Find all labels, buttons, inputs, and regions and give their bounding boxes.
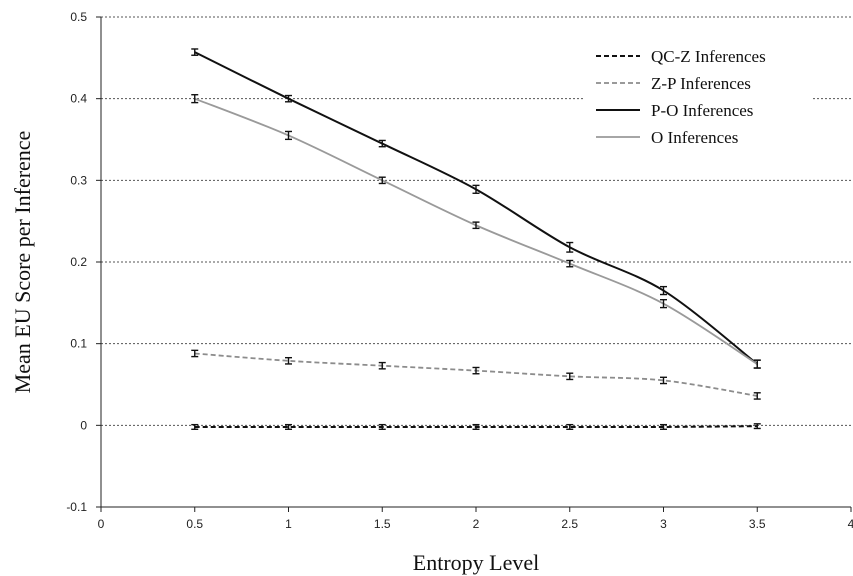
y-axis-title: Mean EU Score per Inference — [10, 131, 35, 394]
x-tick-label: 3 — [660, 517, 667, 531]
x-tick-label: 2 — [473, 517, 480, 531]
legend-label: P-O Inferences — [651, 101, 753, 120]
legend-item-p-o: P-O Inferences — [596, 101, 753, 120]
y-tick-labels: -0.1 0 0.1 0.2 0.3 0.4 0.5 — [66, 10, 87, 514]
legend-item-z-p: Z-P Inferences — [596, 74, 751, 93]
x-tick-label: 4 — [848, 517, 853, 531]
y-tick-label: 0 — [80, 418, 87, 432]
series-line-z-p — [194, 352, 758, 397]
x-axis-title: Entropy Level — [413, 550, 539, 575]
x-tick-label: 1.5 — [374, 517, 391, 531]
legend-item-o: O Inferences — [596, 128, 738, 147]
legend: QC-Z Inferences Z-P Inferences P-O Infer… — [585, 34, 811, 158]
x-tick-label: 2.5 — [561, 517, 578, 531]
legend-item-qc-z: QC-Z Inferences — [596, 47, 766, 66]
legend-label: O Inferences — [651, 128, 738, 147]
y-tick-label: -0.1 — [66, 500, 87, 514]
y-tick-label: 0.1 — [70, 337, 87, 351]
x-tick-label: 1 — [285, 517, 292, 531]
legend-label: Z-P Inferences — [651, 74, 751, 93]
legend-label: QC-Z Inferences — [651, 47, 766, 66]
axes — [96, 16, 852, 512]
y-tick-label: 0.5 — [70, 10, 87, 24]
x-tick-label: 0.5 — [186, 517, 203, 531]
y-tick-label: 0.2 — [70, 255, 87, 269]
error-bars — [191, 48, 761, 430]
x-tick-label: 0 — [98, 517, 105, 531]
y-tick-label: 0.3 — [70, 173, 87, 187]
y-tick-label: 0.4 — [70, 92, 87, 106]
x-tick-labels: 0 0.5 1 1.5 2 2.5 3 3.5 4 — [98, 517, 853, 531]
x-tick-label: 3.5 — [749, 517, 766, 531]
